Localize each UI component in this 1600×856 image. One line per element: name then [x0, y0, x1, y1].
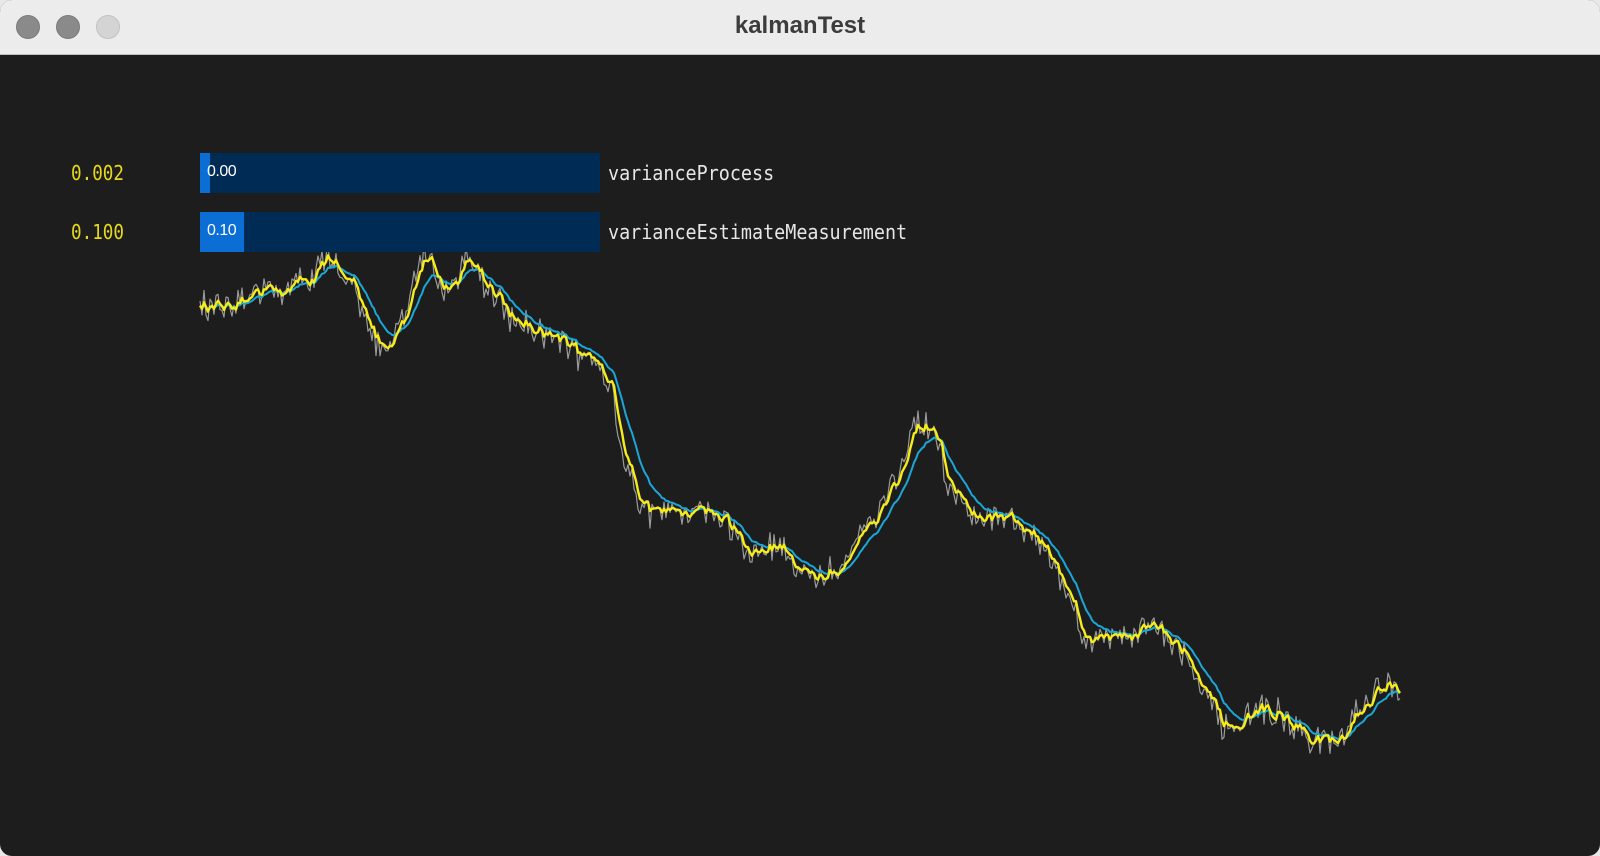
- slider-label: varianceEstimateMeasurement: [608, 220, 908, 244]
- variance-process-slider[interactable]: 0.00: [200, 153, 600, 193]
- window-title: kalmanTest: [734, 12, 866, 39]
- filtered-signal-cyan-line: [199, 264, 1401, 740]
- slider-value-readout: 0.100: [71, 220, 124, 244]
- signal-plot: [198, 242, 1401, 755]
- close-window-button[interactable]: [16, 15, 40, 39]
- slider-variance-process: 0.002 0.00 varianceProcess: [0, 153, 1000, 193]
- slider-fill: [200, 212, 244, 252]
- title-bar: kalmanTest: [0, 0, 1600, 55]
- filtered-signal-yellow-line: [198, 254, 1401, 745]
- slider-fill: [200, 153, 210, 193]
- slider-value-readout: 0.002: [71, 161, 124, 185]
- raw-signal-line: [199, 242, 1401, 755]
- canvas-area: 0.002 0.00 varianceProcess 0.100 0.10 va…: [0, 56, 1600, 856]
- variance-estimate-measurement-slider[interactable]: 0.10: [200, 212, 600, 252]
- minimize-window-button[interactable]: [56, 15, 80, 39]
- zoom-window-button[interactable]: [96, 15, 120, 39]
- slider-bar-value: 0.00: [207, 163, 237, 180]
- slider-label: varianceProcess: [608, 161, 775, 185]
- slider-bar-value: 0.10: [207, 222, 237, 239]
- slider-variance-estimate-measurement: 0.100 0.10 varianceEstimateMeasurement: [0, 212, 1000, 252]
